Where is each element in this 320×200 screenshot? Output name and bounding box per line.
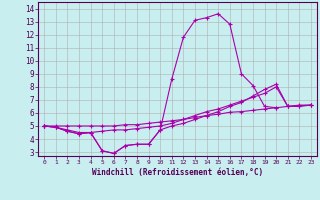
X-axis label: Windchill (Refroidissement éolien,°C): Windchill (Refroidissement éolien,°C) <box>92 168 263 177</box>
